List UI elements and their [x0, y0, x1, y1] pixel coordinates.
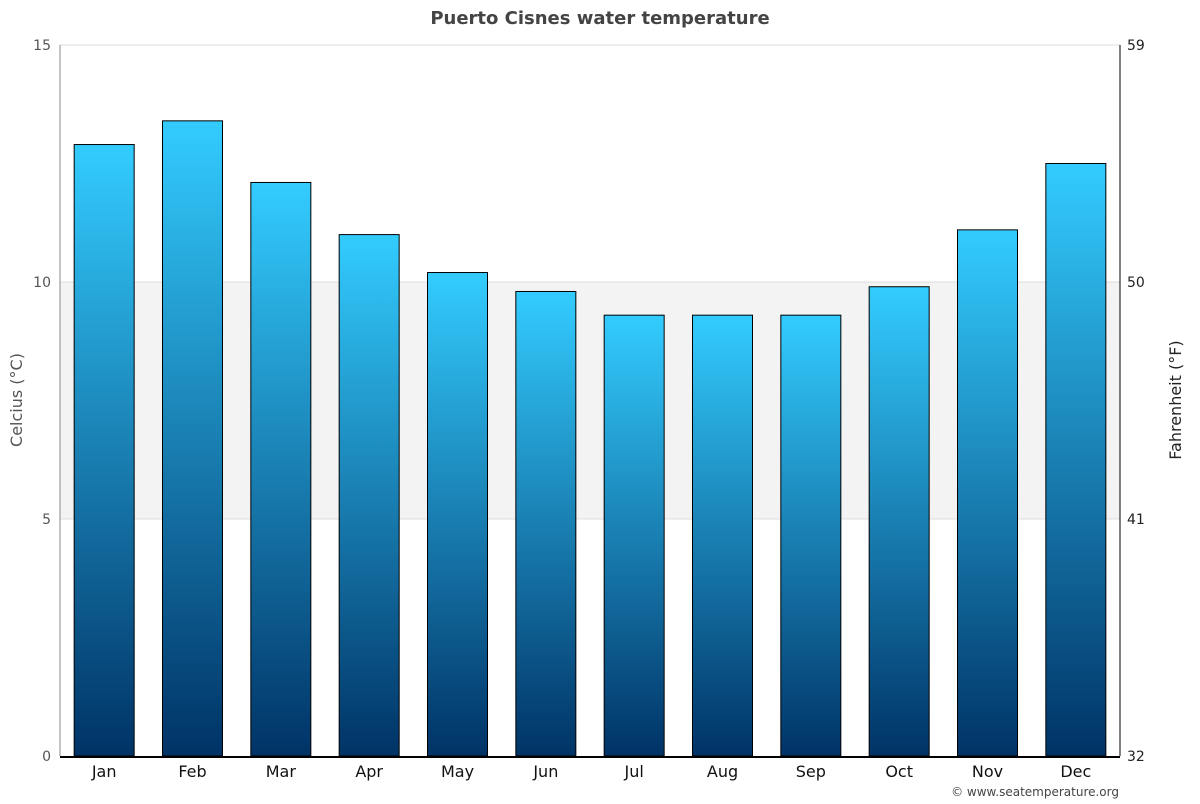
x-tick-label: Jun — [532, 762, 558, 781]
bar-mar — [250, 181, 312, 757]
x-tick-label: Jul — [624, 762, 644, 781]
shaded-band — [60, 282, 1120, 519]
bar-aug — [692, 314, 753, 757]
bar-may — [427, 272, 488, 757]
bar-nov — [957, 229, 1018, 757]
bar-jul — [603, 314, 665, 757]
x-tick-label: Mar — [266, 762, 297, 781]
x-tick-label: May — [441, 762, 474, 781]
x-tick-label: Apr — [355, 762, 383, 781]
credit-text[interactable]: © www.seatemperature.org — [951, 785, 1119, 799]
bar-apr — [338, 234, 400, 757]
y-axis-label-left: Celcius (°C) — [7, 353, 26, 447]
x-tick-label: Oct — [885, 762, 913, 781]
y-axis-label-right: Fahrenheit (°F) — [1166, 340, 1185, 459]
x-tick-label: Sep — [796, 762, 826, 781]
bar-oct — [868, 286, 930, 757]
chart-title: Puerto Cisnes water temperature — [430, 8, 769, 29]
y-tick-label-right: 32 — [1127, 749, 1145, 765]
bar-jan — [73, 144, 135, 757]
bar-dec — [1045, 163, 1107, 757]
y-tick-label-right: 50 — [1127, 275, 1145, 291]
x-tick-label: Dec — [1060, 762, 1091, 781]
y-tick-label-left: 15 — [33, 38, 51, 54]
x-tick-label: Feb — [178, 762, 206, 781]
y-tick-label-right: 59 — [1127, 38, 1145, 54]
y-tick-label-right: 41 — [1127, 512, 1145, 528]
x-tick-label: Nov — [972, 762, 1003, 781]
bar-jun — [515, 290, 577, 757]
bar-feb — [162, 120, 223, 757]
bar-sep — [780, 314, 842, 757]
y-tick-label-left: 0 — [42, 749, 51, 765]
x-tick-label: Aug — [707, 762, 738, 781]
x-tick-label: Jan — [91, 762, 117, 781]
y-tick-label-left: 10 — [33, 275, 51, 291]
y-tick-label-left: 5 — [42, 512, 51, 528]
